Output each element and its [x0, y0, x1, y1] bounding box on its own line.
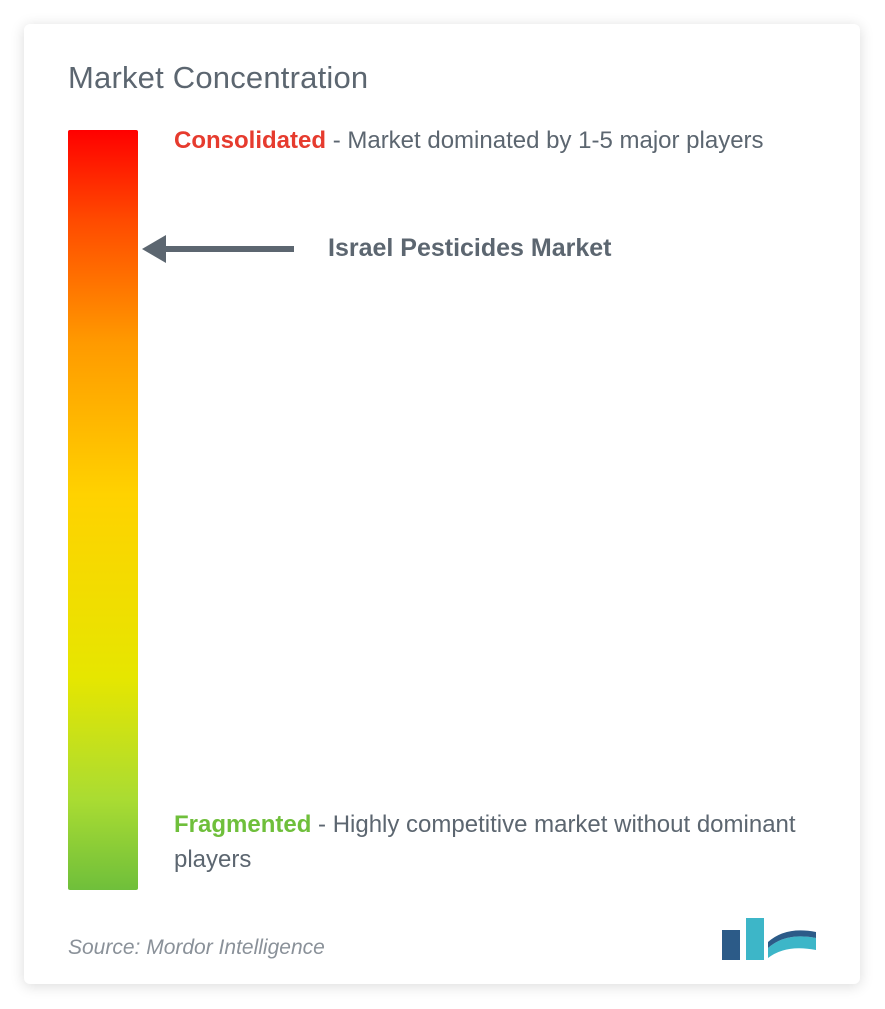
pointer-label: Israel Pesticides Market	[328, 234, 612, 263]
chart-content: Consolidated - Market dominated by 1-5 m…	[68, 130, 816, 900]
market-pointer: Israel Pesticides Market	[142, 234, 612, 263]
logo-svg	[720, 914, 816, 960]
fragmented-label: Fragmented - Highly competitive market w…	[174, 808, 796, 878]
chart-title: Market Concentration	[68, 60, 816, 96]
arrow-shaft	[166, 246, 294, 252]
consolidated-label: Consolidated - Market dominated by 1-5 m…	[174, 124, 796, 159]
source-text: Source: Mordor Intelligence	[68, 936, 325, 960]
fragmented-emphasis: Fragmented	[174, 811, 311, 838]
arrow-head-icon	[142, 235, 166, 263]
brand-logo-icon	[720, 914, 816, 960]
footer: Source: Mordor Intelligence	[68, 914, 816, 960]
concentration-gradient-bar	[68, 130, 138, 890]
consolidated-description: - Market dominated by 1-5 major players	[333, 127, 764, 154]
consolidated-emphasis: Consolidated	[174, 127, 326, 154]
chart-card: Market Concentration Consolidated - Mark…	[24, 24, 860, 984]
